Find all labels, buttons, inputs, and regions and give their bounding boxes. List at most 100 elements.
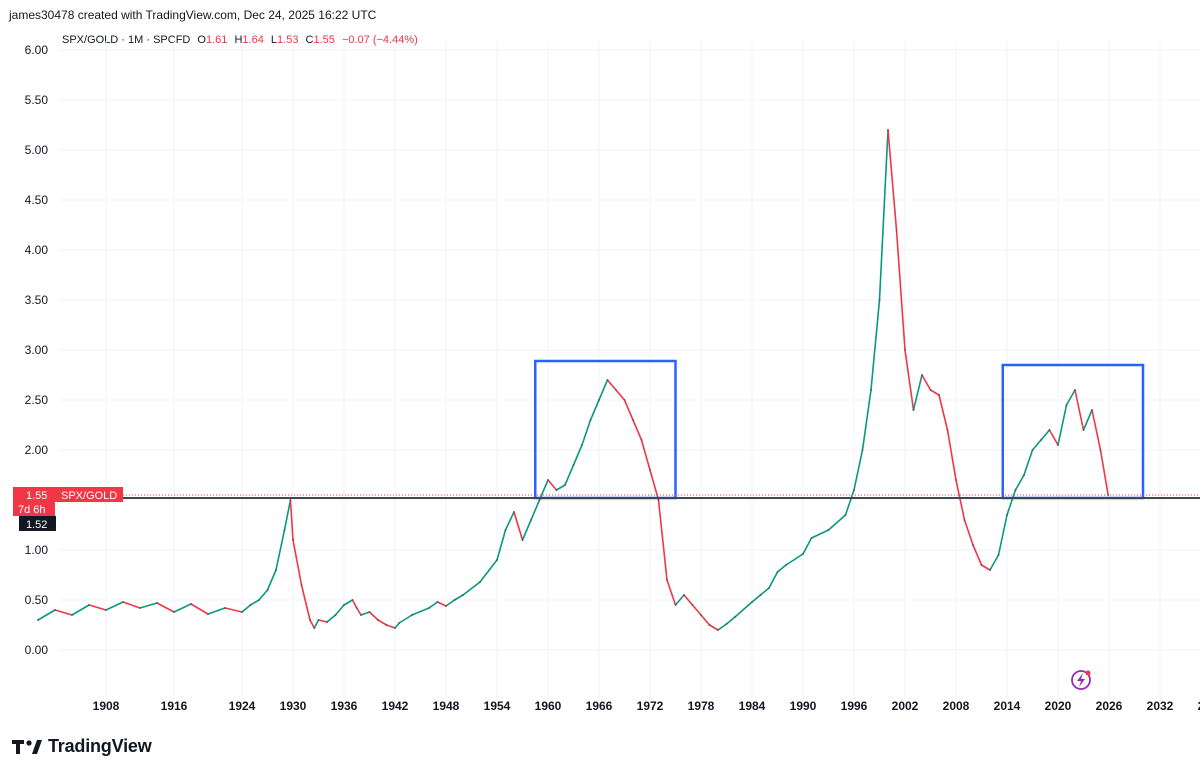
legend-change: −0.07 (−4.44%) (341, 34, 418, 46)
price-point (241, 611, 243, 613)
price-point (385, 624, 388, 626)
price-point (394, 627, 396, 629)
price-point (666, 579, 668, 581)
price-point (938, 394, 940, 396)
price-point (105, 609, 107, 611)
price-segment (360, 611, 371, 616)
price-segment (640, 439, 651, 471)
price-segment (88, 604, 107, 611)
y-tick-label: 3.00 (25, 343, 49, 357)
x-tick-label: 1924 (229, 699, 256, 713)
x-tick-label: 1936 (331, 699, 358, 713)
price-segment (759, 587, 770, 596)
price-segment (521, 519, 532, 541)
price-segment (606, 379, 617, 391)
price-series (37, 129, 1110, 631)
annotation-box-1[interactable] (534, 359, 677, 500)
annotation-box-2[interactable] (1001, 363, 1145, 500)
price-point (989, 569, 991, 571)
price-segment (904, 349, 915, 411)
price-point (462, 594, 464, 596)
price-point (912, 409, 915, 411)
price-segment (224, 607, 243, 613)
price-point (1082, 429, 1085, 431)
price-point (1023, 474, 1025, 476)
price-point (521, 539, 524, 541)
price-segment (445, 599, 456, 607)
price-segment (657, 499, 668, 581)
price-point (768, 587, 770, 589)
price-point (139, 607, 141, 609)
price-segment (844, 489, 855, 516)
price-segment (37, 609, 56, 621)
price-point (853, 489, 855, 491)
price-point (657, 499, 660, 501)
price-segment (997, 514, 1008, 556)
price-segment (173, 603, 192, 613)
price-point (955, 479, 957, 481)
price-segment (980, 564, 991, 571)
price-point (88, 604, 90, 606)
y-tick-label: 5.00 (25, 143, 49, 157)
price-point (870, 389, 872, 391)
price-point (861, 449, 864, 451)
bolt-icon[interactable] (1071, 670, 1091, 690)
price-segment (963, 519, 974, 546)
price-point (887, 129, 889, 131)
price-point (623, 399, 626, 401)
axis-ticks: 0.000.501.001.502.002.503.003.504.004.50… (25, 43, 1200, 713)
last-price-tag-bg (13, 487, 123, 502)
price-point (674, 604, 677, 606)
price-segment (564, 464, 575, 486)
x-tick-label: 1948 (433, 699, 460, 713)
price-point (300, 584, 303, 586)
chart-annotations (534, 359, 1145, 500)
price-segment (1074, 389, 1085, 431)
price-segment (394, 622, 401, 629)
price-segment (398, 614, 413, 624)
price-point (156, 602, 158, 604)
price-segment (751, 594, 762, 603)
y-tick-label: 2.50 (25, 393, 49, 407)
price-segment (1099, 449, 1109, 496)
price-point (428, 607, 430, 609)
price-point (368, 611, 371, 613)
price-point (436, 601, 439, 603)
x-tick-label: 2020 (1045, 699, 1072, 713)
price-point (598, 399, 600, 401)
price-point (398, 622, 401, 624)
price-point (283, 529, 286, 531)
legend-symbol[interactable]: SPX/GOLD · 1M · SPCFD (62, 34, 191, 46)
price-segment (249, 599, 260, 606)
price-point (207, 613, 209, 615)
x-tick-label: 1990 (790, 699, 817, 713)
x-tick-label: 2026 (1096, 699, 1123, 713)
price-point (1057, 444, 1059, 446)
legend-high-value: 1.64 (242, 34, 264, 46)
price-segment (71, 604, 90, 616)
legend-open-value: 1.61 (205, 34, 228, 46)
price-point (878, 299, 881, 301)
price-segment (139, 602, 158, 609)
price-point (351, 599, 354, 601)
price-segment (912, 374, 923, 411)
price-point (479, 581, 481, 583)
price-point (343, 604, 345, 606)
price-point (802, 553, 804, 555)
y-tick-label: 5.50 (25, 93, 49, 107)
x-tick-label: 1966 (586, 699, 613, 713)
y-tick-label: 3.50 (25, 293, 49, 307)
price-segment (555, 484, 566, 491)
price-point (904, 349, 906, 351)
tradingview-logo[interactable]: TradingView (12, 736, 152, 757)
price-segment (1031, 439, 1042, 451)
x-tick-label: 2008 (943, 699, 970, 713)
x-tick-label: 2002 (892, 699, 919, 713)
price-segment (504, 511, 515, 531)
price-point (453, 599, 456, 601)
line-value: 1.52 (26, 519, 47, 531)
price-point (547, 479, 549, 481)
y-tick-label: 4.50 (25, 193, 49, 207)
price-segment (1040, 429, 1051, 441)
